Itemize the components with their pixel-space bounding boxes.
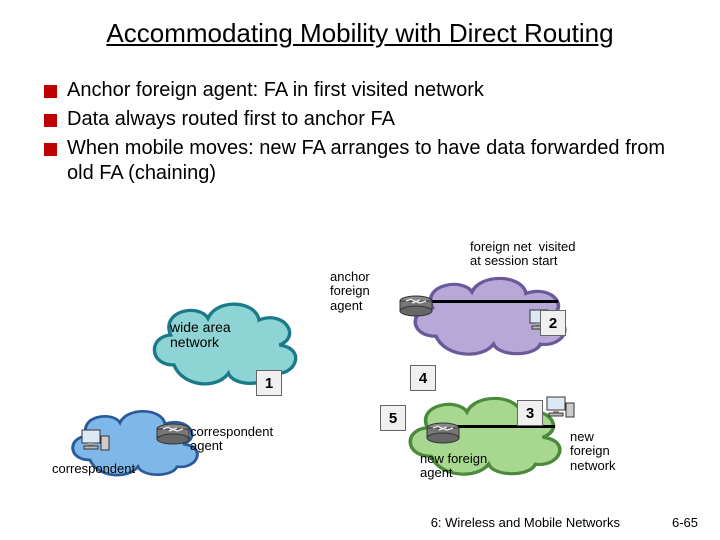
step-number-2: 2 <box>540 310 566 336</box>
bullet-marker-icon <box>44 114 57 127</box>
page-title: Accommodating Mobility with Direct Routi… <box>30 18 690 49</box>
bullet-text: When mobile moves: new FA arranges to ha… <box>67 136 690 186</box>
host-icon-mobile2 <box>545 395 575 421</box>
label-corr_agent: correspondent agent <box>190 425 273 454</box>
step-number-4: 4 <box>410 365 436 391</box>
diagram-area: 1 2 3 45 wide area network anchor foreign age… <box>0 240 720 500</box>
footer-chapter: 6: Wireless and Mobile Networks <box>431 515 620 530</box>
bullet-text: Data always routed first to anchor FA <box>67 107 395 132</box>
bullet-item: Anchor foreign agent: FA in first visite… <box>44 78 690 103</box>
label-anchor_fa: anchor foreign agent <box>330 270 370 313</box>
bullet-text: Anchor foreign agent: FA in first visite… <box>67 78 484 103</box>
label-correspondent: correspondent <box>52 462 135 476</box>
router-icon-anchor <box>398 295 434 317</box>
footer-page: 6-65 <box>672 515 698 530</box>
bullet-marker-icon <box>44 143 57 156</box>
bullet-item: Data always routed first to anchor FA <box>44 107 690 132</box>
label-foreign1: foreign net visited at session start <box>470 240 576 269</box>
label-new_net: new foreign network <box>570 430 616 473</box>
bullet-marker-icon <box>44 85 57 98</box>
router-icon-newfa <box>425 422 461 444</box>
bullet-item: When mobile moves: new FA arranges to ha… <box>44 136 690 186</box>
step-number-3: 3 <box>517 400 543 426</box>
step-number-5: 5 <box>380 405 406 431</box>
label-wan: wide area network <box>170 320 231 351</box>
bullet-list: Anchor foreign agent: FA in first visite… <box>44 78 690 190</box>
router-icon-corr <box>155 423 191 445</box>
step-number-1: 1 <box>256 370 282 396</box>
label-new_fa: new foreign agent <box>420 452 487 481</box>
host-icon-corr <box>80 428 110 454</box>
